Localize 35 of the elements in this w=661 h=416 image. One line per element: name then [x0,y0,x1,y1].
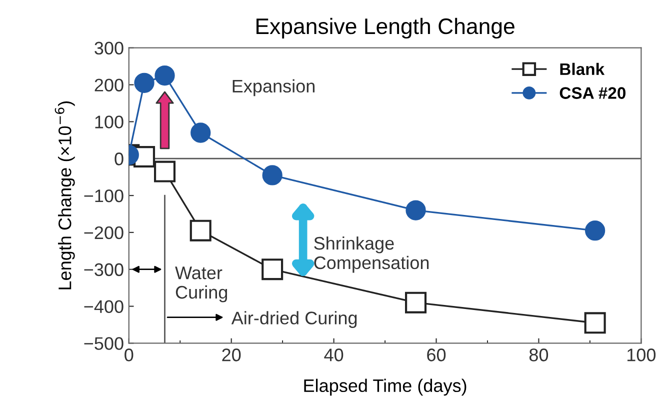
x-tick-label: 40 [324,348,344,362]
point [134,72,154,93]
y-tick-label: −500 [84,337,124,350]
x-tick-label: 0 [124,348,134,362]
y-tick-label: −300 [84,263,124,276]
y-tick-label: 0 [114,152,124,166]
chart-title: Expansive Length Change [256,18,514,39]
legend-label: Blank [560,62,605,76]
point [154,65,175,86]
y-tick-label: 300 [94,42,124,55]
point [262,258,284,280]
point [584,312,606,334]
x-axis-title: Elapsed Time (days) [304,378,466,396]
y-tick-label: 200 [94,78,124,92]
point [405,292,427,314]
point [154,160,176,182]
annotation: Expansion [232,79,314,96]
x-tick-label: 80 [529,348,548,362]
x-tick-label: 20 [222,348,241,362]
x-tick-label: 60 [427,348,446,362]
point [406,200,426,220]
annotation: Air-dried Curing [231,311,357,328]
legend-label: CSA #20 [560,87,626,99]
y-axis-title: Length Change (×10$^{−6}$) [54,101,75,290]
y-tick-label: −400 [84,300,124,313]
point [190,122,211,143]
y-tick-label: −100 [84,189,124,202]
y-tick-label: −200 [84,226,124,240]
x-tick-label: 100 [627,348,656,362]
point [262,165,282,186]
point [190,220,212,242]
y-tick-label: 100 [95,116,124,128]
annotation: Water Curing [175,266,228,302]
point [584,220,606,241]
annotation: Shrinkage Compensation [314,236,429,273]
